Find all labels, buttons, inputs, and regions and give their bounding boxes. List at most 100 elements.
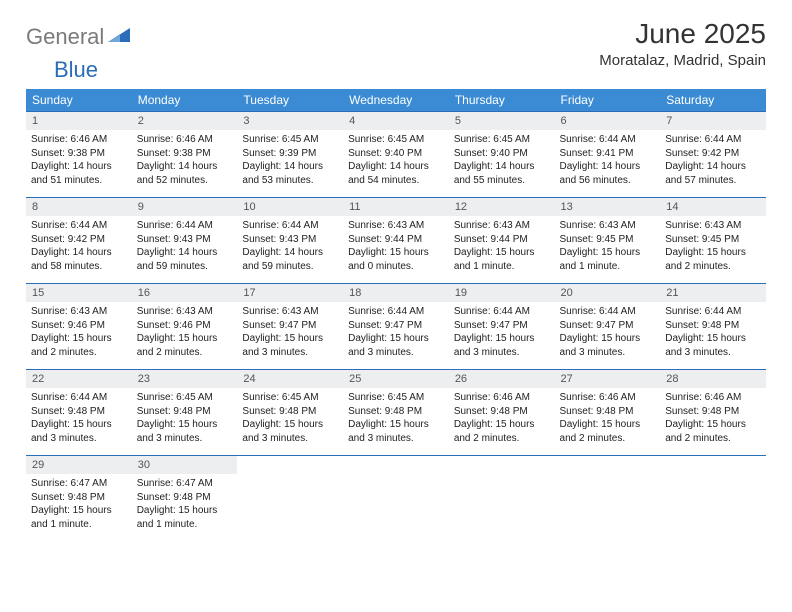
day-content: Sunrise: 6:43 AMSunset: 9:45 PMDaylight:… — [555, 216, 661, 276]
day-cell: 25Sunrise: 6:45 AMSunset: 9:48 PMDayligh… — [343, 370, 449, 456]
day-cell: 6Sunrise: 6:44 AMSunset: 9:41 PMDaylight… — [555, 112, 661, 198]
day-number: 6 — [555, 112, 661, 130]
day-number: 5 — [449, 112, 555, 130]
day-content: Sunrise: 6:45 AMSunset: 9:48 PMDaylight:… — [343, 388, 449, 448]
day-content: Sunrise: 6:44 AMSunset: 9:48 PMDaylight:… — [660, 302, 766, 362]
day-cell: 13Sunrise: 6:43 AMSunset: 9:45 PMDayligh… — [555, 198, 661, 284]
day-number: 25 — [343, 370, 449, 388]
day-content: Sunrise: 6:44 AMSunset: 9:41 PMDaylight:… — [555, 130, 661, 190]
day-cell: 18Sunrise: 6:44 AMSunset: 9:47 PMDayligh… — [343, 284, 449, 370]
dow-header: Wednesday — [343, 89, 449, 112]
day-content: Sunrise: 6:43 AMSunset: 9:44 PMDaylight:… — [343, 216, 449, 276]
dow-header: Saturday — [660, 89, 766, 112]
day-cell: 19Sunrise: 6:44 AMSunset: 9:47 PMDayligh… — [449, 284, 555, 370]
dow-header: Sunday — [26, 89, 132, 112]
day-number: 29 — [26, 456, 132, 474]
day-number: 13 — [555, 198, 661, 216]
day-number: 27 — [555, 370, 661, 388]
day-cell: 4Sunrise: 6:45 AMSunset: 9:40 PMDaylight… — [343, 112, 449, 198]
day-content: Sunrise: 6:47 AMSunset: 9:48 PMDaylight:… — [26, 474, 132, 534]
day-cell: 2Sunrise: 6:46 AMSunset: 9:38 PMDaylight… — [132, 112, 238, 198]
day-number: 3 — [237, 112, 343, 130]
week-row: 29Sunrise: 6:47 AMSunset: 9:48 PMDayligh… — [26, 456, 766, 542]
day-cell: 17Sunrise: 6:43 AMSunset: 9:47 PMDayligh… — [237, 284, 343, 370]
day-content: Sunrise: 6:45 AMSunset: 9:40 PMDaylight:… — [343, 130, 449, 190]
calendar-page: General June 2025 Moratalaz, Madrid, Spa… — [0, 0, 792, 560]
day-cell: 7Sunrise: 6:44 AMSunset: 9:42 PMDaylight… — [660, 112, 766, 198]
day-number: 12 — [449, 198, 555, 216]
location-text: Moratalaz, Madrid, Spain — [599, 52, 766, 69]
day-cell: 3Sunrise: 6:45 AMSunset: 9:39 PMDaylight… — [237, 112, 343, 198]
day-cell: 20Sunrise: 6:44 AMSunset: 9:47 PMDayligh… — [555, 284, 661, 370]
day-content: Sunrise: 6:47 AMSunset: 9:48 PMDaylight:… — [132, 474, 238, 534]
day-content: Sunrise: 6:45 AMSunset: 9:40 PMDaylight:… — [449, 130, 555, 190]
day-cell: .. — [660, 456, 766, 542]
day-cell: 1Sunrise: 6:46 AMSunset: 9:38 PMDaylight… — [26, 112, 132, 198]
day-number: 28 — [660, 370, 766, 388]
day-content: Sunrise: 6:44 AMSunset: 9:48 PMDaylight:… — [26, 388, 132, 448]
day-cell: 14Sunrise: 6:43 AMSunset: 9:45 PMDayligh… — [660, 198, 766, 284]
day-content: Sunrise: 6:44 AMSunset: 9:42 PMDaylight:… — [660, 130, 766, 190]
day-content: Sunrise: 6:46 AMSunset: 9:38 PMDaylight:… — [132, 130, 238, 190]
day-content: Sunrise: 6:44 AMSunset: 9:43 PMDaylight:… — [237, 216, 343, 276]
logo: General — [26, 18, 132, 50]
day-cell: 27Sunrise: 6:46 AMSunset: 9:48 PMDayligh… — [555, 370, 661, 456]
day-number: 30 — [132, 456, 238, 474]
day-content: Sunrise: 6:46 AMSunset: 9:48 PMDaylight:… — [555, 388, 661, 448]
day-number: 18 — [343, 284, 449, 302]
day-content: Sunrise: 6:44 AMSunset: 9:47 PMDaylight:… — [449, 302, 555, 362]
day-cell: 24Sunrise: 6:45 AMSunset: 9:48 PMDayligh… — [237, 370, 343, 456]
day-number: 16 — [132, 284, 238, 302]
day-number: 15 — [26, 284, 132, 302]
day-cell: 29Sunrise: 6:47 AMSunset: 9:48 PMDayligh… — [26, 456, 132, 542]
day-cell: 8Sunrise: 6:44 AMSunset: 9:42 PMDaylight… — [26, 198, 132, 284]
logo-text-blue: Blue — [54, 57, 98, 82]
dow-header: Thursday — [449, 89, 555, 112]
day-cell: 5Sunrise: 6:45 AMSunset: 9:40 PMDaylight… — [449, 112, 555, 198]
day-cell: 15Sunrise: 6:43 AMSunset: 9:46 PMDayligh… — [26, 284, 132, 370]
day-content: Sunrise: 6:43 AMSunset: 9:46 PMDaylight:… — [132, 302, 238, 362]
day-number: 17 — [237, 284, 343, 302]
day-cell: 22Sunrise: 6:44 AMSunset: 9:48 PMDayligh… — [26, 370, 132, 456]
day-content: Sunrise: 6:46 AMSunset: 9:48 PMDaylight:… — [660, 388, 766, 448]
day-cell: 30Sunrise: 6:47 AMSunset: 9:48 PMDayligh… — [132, 456, 238, 542]
day-cell: 11Sunrise: 6:43 AMSunset: 9:44 PMDayligh… — [343, 198, 449, 284]
day-content: Sunrise: 6:44 AMSunset: 9:47 PMDaylight:… — [343, 302, 449, 362]
day-content: Sunrise: 6:43 AMSunset: 9:47 PMDaylight:… — [237, 302, 343, 362]
title-block: June 2025 Moratalaz, Madrid, Spain — [599, 18, 766, 69]
calendar-body: 1Sunrise: 6:46 AMSunset: 9:38 PMDaylight… — [26, 112, 766, 542]
day-content: Sunrise: 6:45 AMSunset: 9:48 PMDaylight:… — [132, 388, 238, 448]
day-number: 22 — [26, 370, 132, 388]
day-content: Sunrise: 6:46 AMSunset: 9:38 PMDaylight:… — [26, 130, 132, 190]
day-content: Sunrise: 6:44 AMSunset: 9:47 PMDaylight:… — [555, 302, 661, 362]
day-number: 8 — [26, 198, 132, 216]
day-number: 4 — [343, 112, 449, 130]
day-content: Sunrise: 6:44 AMSunset: 9:43 PMDaylight:… — [132, 216, 238, 276]
logo-text-grey: General — [26, 24, 104, 50]
day-of-week-row: SundayMondayTuesdayWednesdayThursdayFrid… — [26, 89, 766, 112]
day-content: Sunrise: 6:45 AMSunset: 9:48 PMDaylight:… — [237, 388, 343, 448]
day-cell: .. — [343, 456, 449, 542]
dow-header: Monday — [132, 89, 238, 112]
day-content: Sunrise: 6:43 AMSunset: 9:46 PMDaylight:… — [26, 302, 132, 362]
week-row: 22Sunrise: 6:44 AMSunset: 9:48 PMDayligh… — [26, 370, 766, 456]
day-cell: 26Sunrise: 6:46 AMSunset: 9:48 PMDayligh… — [449, 370, 555, 456]
day-content: Sunrise: 6:45 AMSunset: 9:39 PMDaylight:… — [237, 130, 343, 190]
day-cell: .. — [555, 456, 661, 542]
day-content: Sunrise: 6:43 AMSunset: 9:45 PMDaylight:… — [660, 216, 766, 276]
week-row: 8Sunrise: 6:44 AMSunset: 9:42 PMDaylight… — [26, 198, 766, 284]
day-cell: 9Sunrise: 6:44 AMSunset: 9:43 PMDaylight… — [132, 198, 238, 284]
day-cell: 28Sunrise: 6:46 AMSunset: 9:48 PMDayligh… — [660, 370, 766, 456]
logo-triangle-icon — [108, 26, 130, 49]
week-row: 15Sunrise: 6:43 AMSunset: 9:46 PMDayligh… — [26, 284, 766, 370]
day-number: 10 — [237, 198, 343, 216]
day-number: 23 — [132, 370, 238, 388]
day-number: 1 — [26, 112, 132, 130]
day-cell: 12Sunrise: 6:43 AMSunset: 9:44 PMDayligh… — [449, 198, 555, 284]
calendar-table: SundayMondayTuesdayWednesdayThursdayFrid… — [26, 89, 766, 542]
day-cell: .. — [237, 456, 343, 542]
day-number: 9 — [132, 198, 238, 216]
day-number: 7 — [660, 112, 766, 130]
day-number: 14 — [660, 198, 766, 216]
month-title: June 2025 — [599, 18, 766, 50]
